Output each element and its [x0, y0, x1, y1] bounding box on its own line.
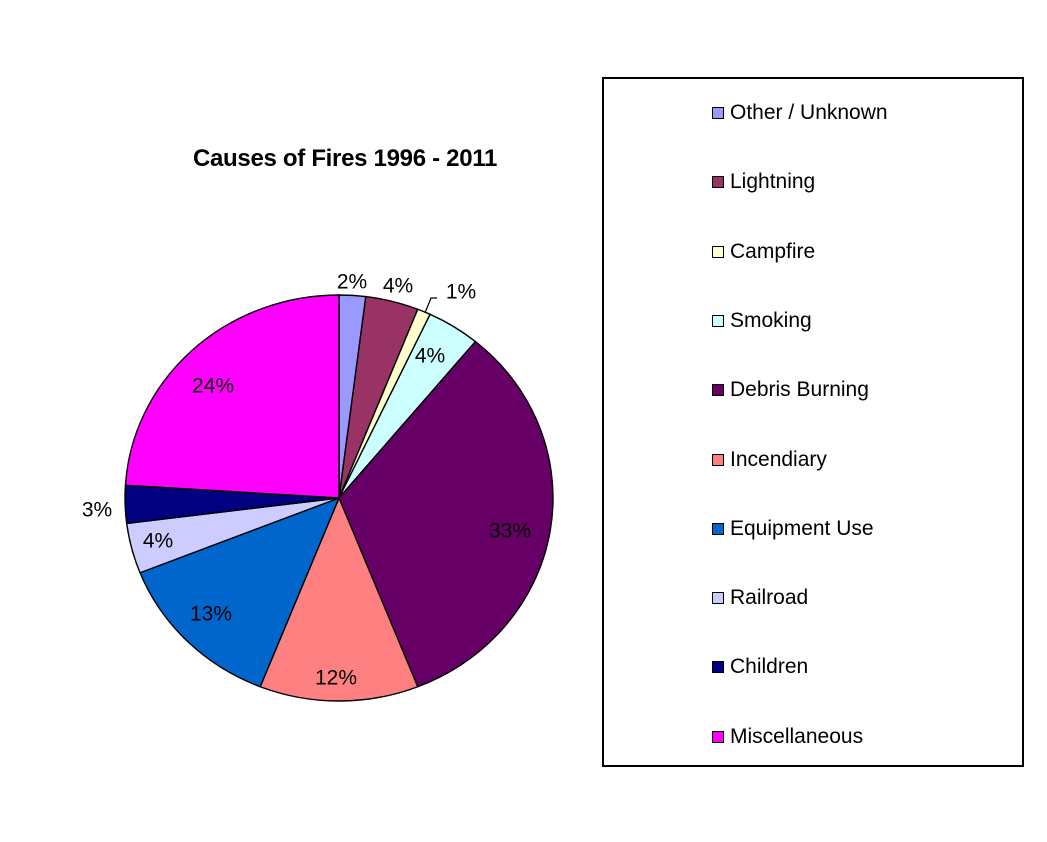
data-label-lightning: 4%: [383, 275, 413, 298]
leader-line-campfire: [424, 297, 437, 314]
pie-slice-miscellaneous: [124, 294, 340, 499]
data-label-incendiary: 12%: [315, 667, 357, 690]
legend-swatch: [712, 314, 724, 327]
pie-slice-debris-burning: [338, 340, 554, 688]
data-label-children: 3%: [82, 499, 112, 522]
legend: Other / Unknown Lightning Campfire Smoking D…: [602, 77, 1024, 767]
legend-item-other-unknown: Other / Unknown: [712, 101, 888, 125]
legend-label: Miscellaneous: [730, 724, 864, 748]
legend-swatch: [712, 176, 724, 189]
chart-title: Causes of Fires 1996 - 2011: [192, 145, 498, 172]
data-label-railroad: 4%: [143, 530, 173, 553]
legend-label: Campfire: [730, 239, 816, 263]
legend-item-equipment-use: Equipment Use: [712, 517, 874, 541]
legend-swatch: [712, 245, 724, 258]
legend-item-children: Children: [712, 655, 808, 679]
legend-item-smoking: Smoking: [712, 309, 812, 333]
legend-swatch: [712, 730, 724, 743]
legend-label: Lightning: [730, 170, 816, 194]
leader-lines: [424, 297, 437, 314]
legend-swatch: [712, 384, 724, 397]
legend-label: Smoking: [730, 308, 812, 332]
legend-label: Other / Unknown: [730, 101, 888, 124]
legend-swatch: [712, 522, 724, 535]
legend-item-railroad: Railroad: [712, 586, 808, 610]
data-label-equipment-use: 13%: [190, 603, 232, 626]
pie-slice-equipment-use: [139, 496, 341, 688]
legend-label: Children: [730, 655, 809, 679]
legend-swatch: [712, 453, 724, 466]
legend-swatch: [712, 107, 724, 119]
legend-label: Debris Burning: [730, 378, 869, 402]
legend-item-miscellaneous: Miscellaneous: [712, 725, 863, 749]
legend-label: Incendiary: [730, 447, 827, 471]
legend-item-lightning: Lightning: [712, 170, 815, 194]
legend-item-debris-burning: Debris Burning: [712, 378, 869, 402]
legend-item-campfire: Campfire: [712, 240, 815, 264]
legend-swatch: [712, 661, 724, 674]
legend-label: Equipment Use: [730, 516, 874, 540]
legend-label: Railroad: [730, 586, 809, 610]
data-label-other-unknown: 2%: [337, 271, 367, 294]
pie-slices: [124, 294, 554, 702]
legend-item-incendiary: Incendiary: [712, 448, 827, 472]
data-label-miscellaneous: 24%: [192, 375, 234, 398]
data-label-campfire: 1%: [446, 281, 476, 304]
data-label-smoking: 4%: [415, 345, 445, 368]
pie-slice-incendiary: [259, 496, 419, 702]
legend-swatch: [712, 592, 724, 605]
data-label-debris-burning: 33%: [489, 520, 531, 543]
pie-data-labels: 2% 4% 1% 4% 33% 12% 13% 4% 3% 24%: [82, 271, 531, 690]
